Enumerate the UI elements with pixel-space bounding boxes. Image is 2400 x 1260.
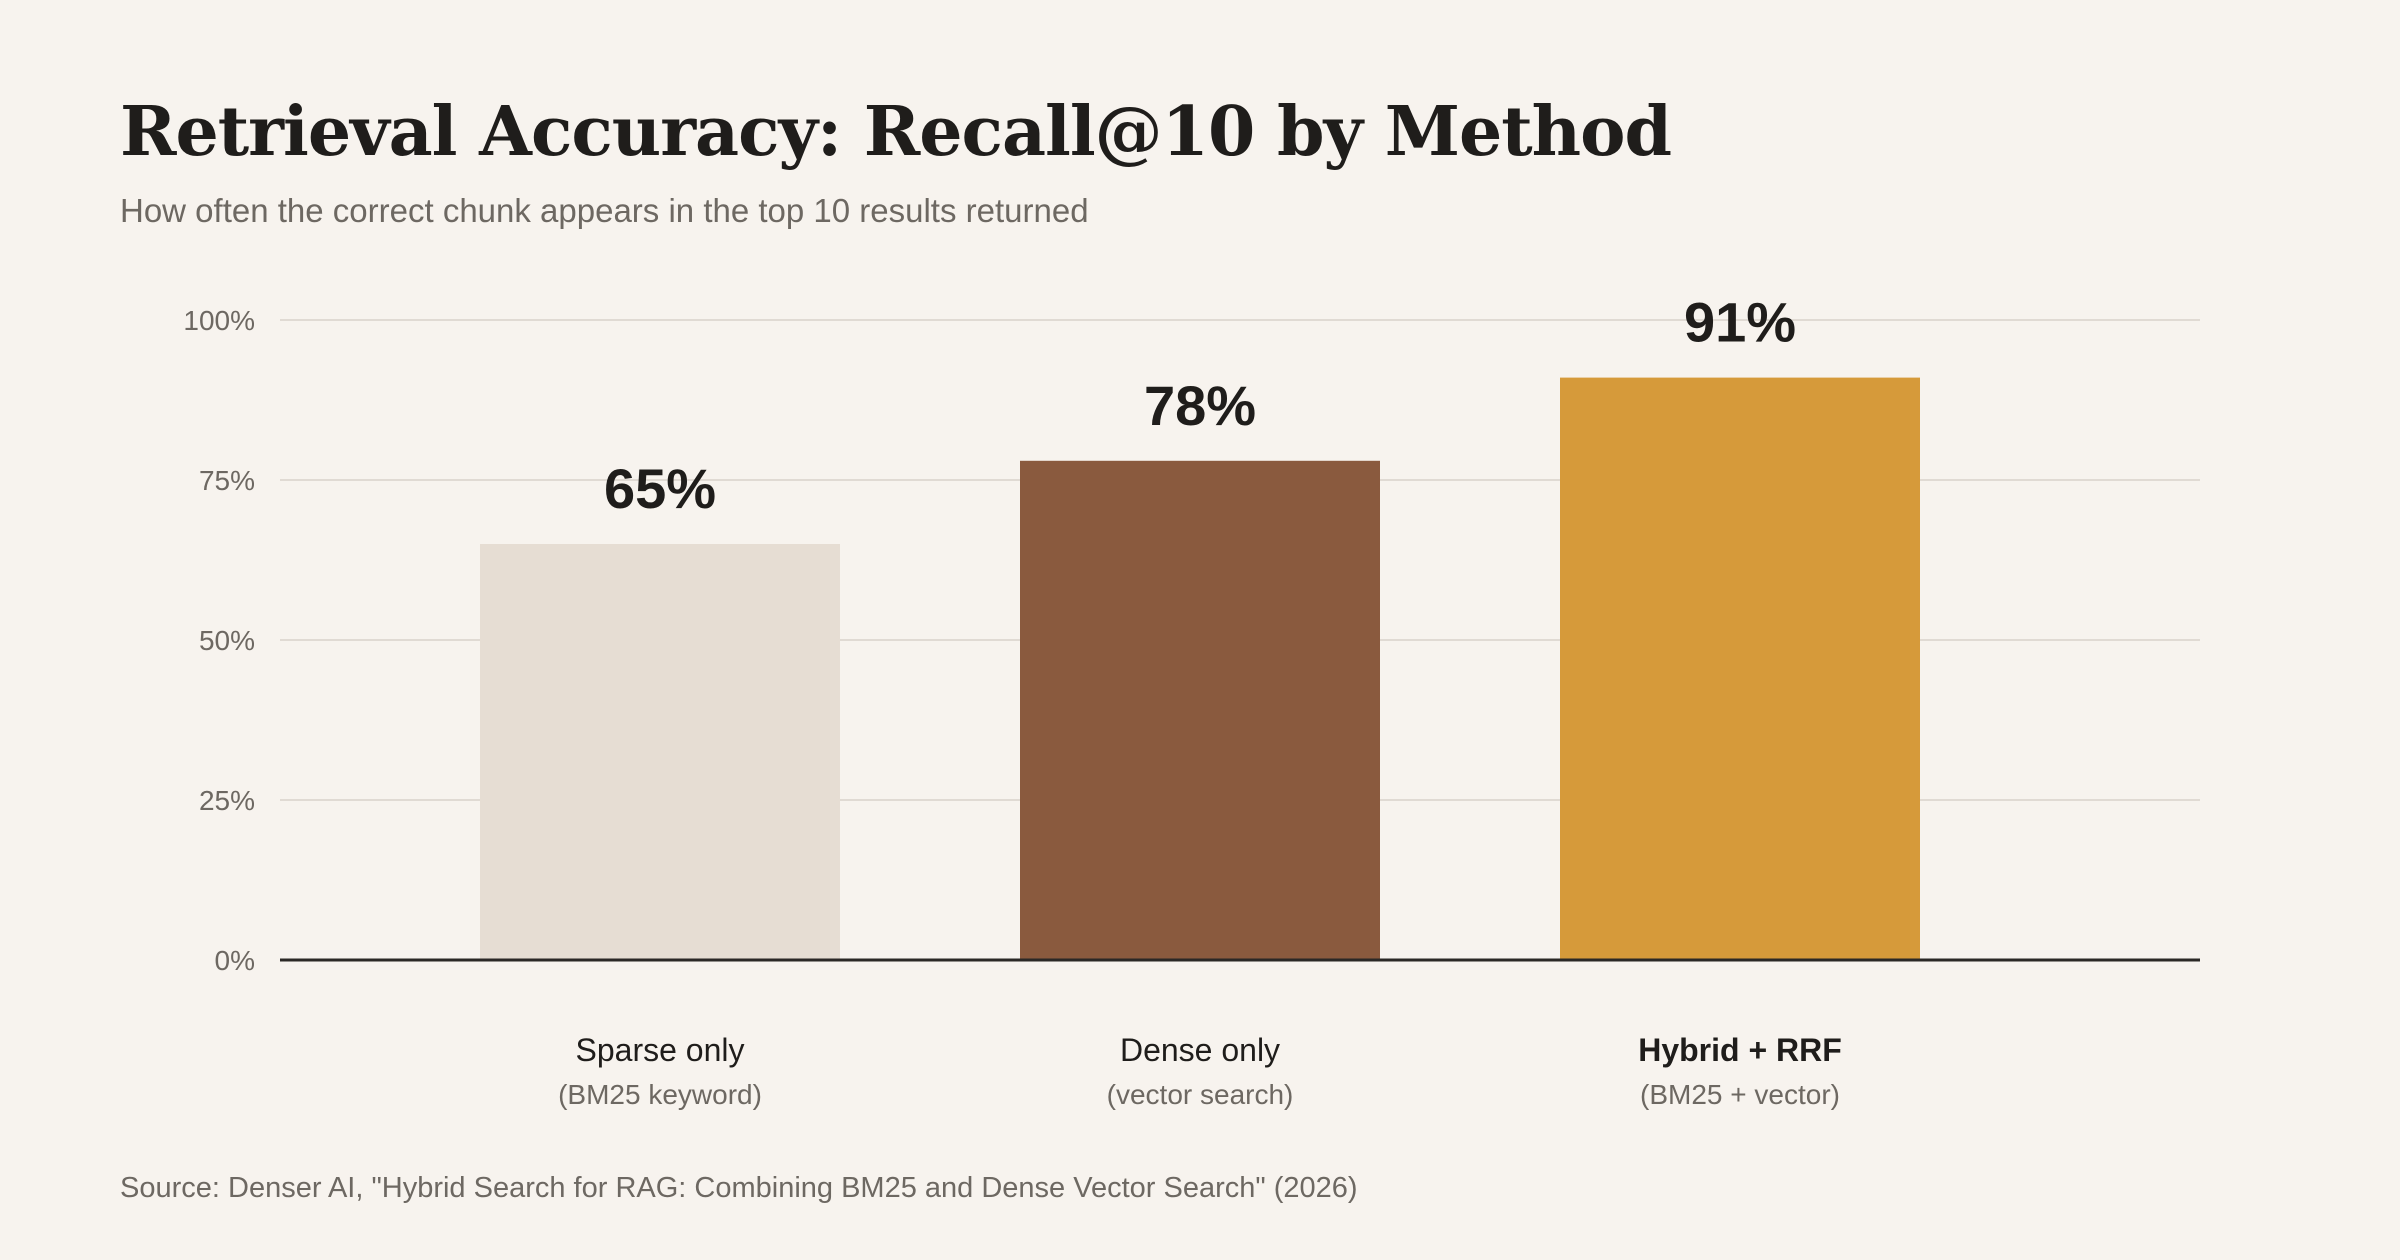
chart-title: Retrieval Accuracy: Recall@10 by Method <box>120 92 1672 172</box>
source-note: Source: Denser AI, "Hybrid Search for RA… <box>120 1172 1358 1204</box>
x-tick-sublabel: (BM25 + vector) <box>1640 1079 1840 1110</box>
bars <box>480 377 1920 961</box>
y-axis-ticks: 0% 25% 50% 75% 100% <box>183 305 255 976</box>
chart-subtitle: How often the correct chunk appears in t… <box>120 192 1089 229</box>
y-tick-label: 0% <box>215 945 255 976</box>
x-tick-sublabel: (BM25 keyword) <box>558 1079 762 1110</box>
bar-value-label: 78% <box>1144 374 1256 437</box>
x-tick-label: Sparse only <box>576 1032 745 1068</box>
bar <box>1020 460 1380 960</box>
x-axis-ticks: Sparse only (BM25 keyword) Dense only (vect… <box>558 1032 1842 1110</box>
x-tick-label: Dense only <box>1120 1032 1280 1068</box>
y-tick-label: 50% <box>199 625 255 656</box>
y-tick-label: 75% <box>199 465 255 496</box>
x-tick-label: Hybrid + RRF <box>1638 1032 1842 1068</box>
bar-value-label: 65% <box>604 457 716 520</box>
data-labels: 65% 78% 91% <box>604 291 1796 520</box>
bar <box>1560 377 1920 961</box>
bar <box>480 544 840 960</box>
bar-value-label: 91% <box>1684 291 1796 354</box>
x-tick-sublabel: (vector search) <box>1107 1079 1294 1110</box>
y-tick-label: 100% <box>183 305 255 336</box>
y-tick-label: 25% <box>199 785 255 816</box>
